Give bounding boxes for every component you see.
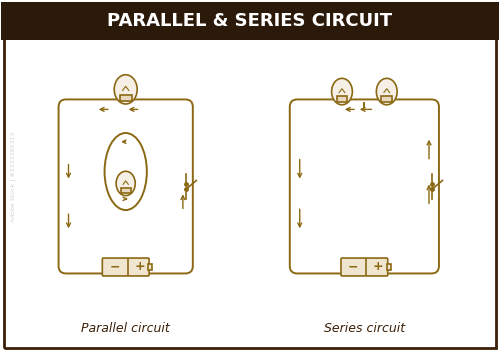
Text: −: − [348, 261, 358, 274]
Ellipse shape [376, 78, 397, 105]
Ellipse shape [116, 171, 136, 196]
FancyBboxPatch shape [336, 96, 347, 102]
FancyBboxPatch shape [102, 258, 149, 276]
Text: Series circuit: Series circuit [324, 322, 405, 335]
FancyBboxPatch shape [386, 264, 390, 270]
Ellipse shape [332, 78, 352, 105]
Text: +: + [373, 261, 384, 274]
FancyBboxPatch shape [341, 258, 388, 276]
Text: −: − [110, 261, 120, 274]
Text: PARALLEL & SERIES CIRCUIT: PARALLEL & SERIES CIRCUIT [108, 12, 393, 30]
FancyBboxPatch shape [121, 188, 130, 193]
FancyBboxPatch shape [382, 96, 392, 102]
Text: Adobe Stock | #2323285313: Adobe Stock | #2323285313 [10, 131, 16, 222]
Ellipse shape [114, 75, 137, 104]
FancyBboxPatch shape [148, 264, 152, 270]
FancyBboxPatch shape [2, 2, 498, 40]
FancyBboxPatch shape [120, 95, 132, 101]
Text: +: + [134, 261, 145, 274]
Text: Parallel circuit: Parallel circuit [82, 322, 170, 335]
